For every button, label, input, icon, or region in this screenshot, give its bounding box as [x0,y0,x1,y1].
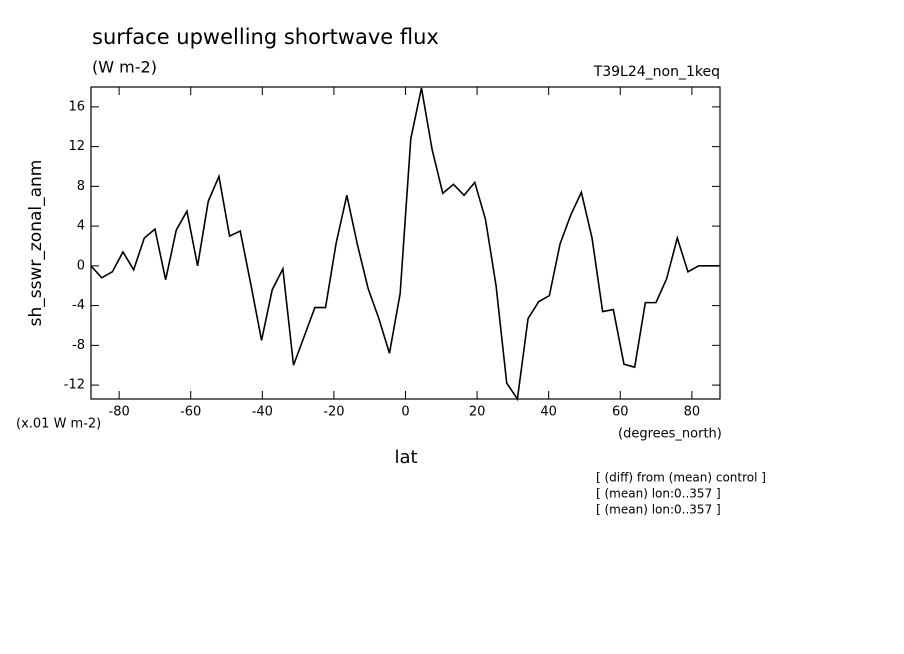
y-tick-label: 4 [77,219,85,234]
y-axis-label: sh_sswr_zonal_anm [26,160,46,327]
y-tick-label: 12 [68,139,85,154]
note: [ (mean) lon:0..357 ] [596,487,721,501]
plot-frame [90,86,721,400]
x-tick-label: 60 [612,405,629,420]
units: (W m-2) [92,58,157,77]
dataset-label: T39L24_non_1keq [593,64,720,80]
y-tick-label: 0 [77,258,85,273]
y-scale-note: (x.01 W m-2) [16,417,101,432]
x-tick-label: -80 [109,405,130,420]
x-tick-label: 80 [684,405,701,420]
note: [ (mean) lon:0..357 ] [596,503,721,517]
x-tick-label: 20 [469,405,486,420]
y-tick-label: 8 [77,179,85,194]
chart-title: surface upwelling shortwave flux [92,25,439,49]
note: [ (diff) from (mean) control ] [596,471,766,485]
x-tick-label: -20 [323,405,344,420]
x-tick-label: 0 [401,405,409,420]
y-tick-label: -8 [72,338,85,353]
x-axis-label: lat [394,447,417,468]
y-tick-label: 16 [68,99,85,114]
x-tick-label: 40 [540,405,557,420]
x-tick-label: -40 [252,405,273,420]
y-tick-label: -4 [72,298,85,313]
x-units: (degrees_north) [618,427,722,442]
x-tick-label: -60 [180,405,201,420]
data-line [90,87,720,402]
y-tick-label: -12 [64,378,85,393]
